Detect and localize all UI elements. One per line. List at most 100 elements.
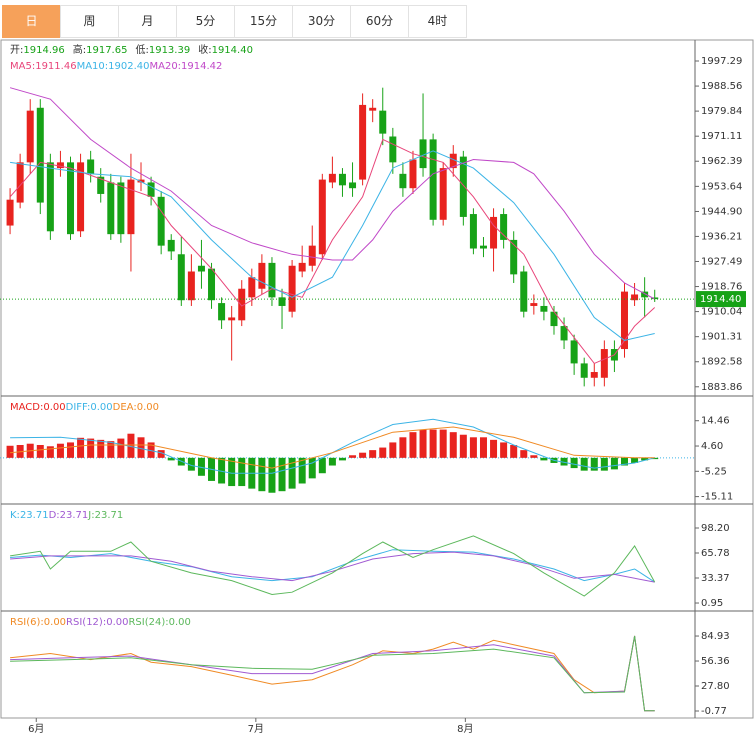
y-tick-label: -0.77 (701, 706, 727, 717)
legend-name: MACD: (10, 402, 43, 413)
macd-bar (530, 455, 538, 458)
macd-bar (500, 442, 508, 458)
indicator-line (10, 535, 656, 597)
period-tab[interactable]: 4时 (408, 5, 467, 38)
macd-bar (288, 457, 296, 489)
y-tick-label: 1953.64 (701, 181, 742, 192)
ohlc-value: 1913.39 (149, 45, 190, 56)
macd-bar (469, 437, 477, 458)
macd-bar (520, 450, 528, 458)
macd-bar (399, 437, 407, 458)
candle-body (389, 136, 397, 163)
y-tick-label: 1936.21 (701, 231, 742, 242)
legend-value: 23.71 (20, 510, 49, 521)
macd-bar (419, 429, 427, 458)
candle-body (26, 110, 34, 163)
candle-body (349, 182, 357, 189)
period-tab[interactable]: 60分 (350, 5, 409, 38)
legend-value: 0.00 (43, 402, 65, 413)
macd-bar (560, 457, 568, 466)
candle-body (641, 291, 649, 298)
macd-bar (107, 441, 115, 458)
macd-bar (429, 429, 437, 458)
candle-body (67, 162, 75, 235)
candle-body (278, 297, 286, 306)
macd-bar (167, 457, 175, 461)
macd-bar (369, 450, 377, 458)
legend-name: DEA: (113, 402, 137, 413)
y-tick-label: 1927.49 (701, 256, 742, 267)
macd-bar (318, 457, 326, 474)
candle-body (197, 265, 205, 272)
candle-body (449, 153, 457, 169)
candle-body (218, 303, 226, 321)
macd-bar (631, 457, 639, 463)
period-tab[interactable]: 日 (2, 5, 61, 38)
macd-bar (479, 437, 487, 458)
candle-body (16, 162, 24, 203)
candle-body (228, 317, 236, 321)
period-tab[interactable]: 15分 (234, 5, 293, 38)
last-price-label: 1914.40 (700, 294, 741, 305)
y-tick-label: -15.11 (701, 492, 733, 503)
macd-bar (359, 452, 367, 458)
legend-value: 23.71 (60, 510, 89, 521)
macd-bar (379, 447, 387, 458)
indicator-line (10, 551, 655, 583)
macd-bar (56, 443, 64, 458)
macd-bar (459, 434, 467, 458)
y-tick-label: 1883.86 (701, 382, 742, 393)
candle-body (97, 176, 105, 194)
period-tab[interactable]: 月 (118, 5, 177, 38)
candle-body (651, 297, 659, 300)
chart-frame (0, 39, 754, 719)
candle-body (580, 363, 588, 378)
candle-body (268, 262, 276, 298)
y-tick-label: 1944.90 (701, 206, 742, 217)
candle-body (631, 294, 639, 301)
legend-value: 0.00 (169, 617, 191, 628)
x-tick-label: 6月 (28, 723, 44, 735)
macd-bar (641, 457, 649, 461)
legend-name: MA20: (149, 61, 181, 72)
ohlc-label: 低: (135, 43, 148, 56)
macd-bar (258, 457, 266, 492)
y-tick-label: 1910.04 (701, 307, 742, 318)
legend: K:23.71D:23.71J:23.71 (10, 510, 123, 521)
macd-bar (439, 429, 447, 458)
y-tick-label: 0.95 (701, 598, 723, 609)
macd-bar (278, 457, 286, 492)
legend-name: RSI(12): (66, 617, 106, 628)
candle-body (248, 277, 256, 298)
y-tick-label: 1997.29 (701, 56, 742, 67)
candle-body (288, 265, 296, 312)
candle-body (379, 110, 387, 134)
candle-body (157, 196, 165, 246)
indicator-line (10, 426, 655, 469)
period-tab[interactable]: 周 (60, 5, 119, 38)
ohlc-header: 开:1914.96 高:1917.65 低:1913.39 收:1914.40 (10, 43, 253, 56)
x-tick-label: 7月 (248, 723, 264, 735)
candle-body (117, 182, 125, 235)
macd-bar (157, 450, 165, 458)
macd-bar (87, 438, 95, 458)
candle-body (77, 162, 85, 232)
candle-body (550, 311, 558, 327)
macd-bar (540, 457, 548, 461)
legend-value: 1911.46 (35, 61, 76, 72)
macd-bar (620, 457, 628, 466)
macd-bar (338, 457, 346, 461)
last-price-tag (696, 291, 746, 308)
indicator-line (10, 635, 655, 712)
y-tick-label: -5.25 (701, 466, 727, 477)
y-tick-label: 1892.58 (701, 357, 742, 368)
candle-body (429, 139, 437, 220)
macd-bar (349, 455, 357, 458)
macd-bar (298, 457, 306, 484)
y-tick-label: 14.46 (701, 416, 730, 427)
candle-body (469, 214, 477, 249)
candle-body (238, 288, 246, 321)
macd-bar (77, 437, 85, 458)
legend-name: MA5: (10, 61, 35, 72)
macd-bar (409, 432, 417, 458)
